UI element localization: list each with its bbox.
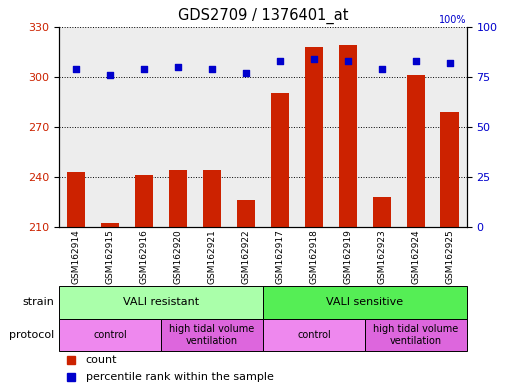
Bar <box>67 172 85 227</box>
Bar <box>331 27 365 227</box>
Title: GDS2709 / 1376401_at: GDS2709 / 1376401_at <box>177 8 348 24</box>
Bar <box>263 27 297 227</box>
Bar <box>297 27 331 227</box>
Text: control: control <box>297 330 331 340</box>
Bar <box>161 27 195 227</box>
Bar <box>161 319 263 351</box>
Bar <box>305 47 323 227</box>
Bar <box>59 286 263 319</box>
Bar <box>270 93 289 227</box>
Bar <box>433 27 467 227</box>
Text: protocol: protocol <box>9 330 54 340</box>
Point <box>106 72 114 78</box>
Text: count: count <box>86 356 117 366</box>
Text: strain: strain <box>22 297 54 308</box>
Bar <box>406 75 425 227</box>
Bar <box>365 319 467 351</box>
Point <box>446 60 454 66</box>
Bar <box>365 27 399 227</box>
Bar <box>263 319 365 351</box>
Point <box>174 64 182 70</box>
Point <box>276 58 284 64</box>
Bar <box>134 175 153 227</box>
Bar <box>372 197 391 227</box>
Bar <box>59 319 161 351</box>
Text: 100%: 100% <box>439 15 467 25</box>
Text: high tidal volume
ventilation: high tidal volume ventilation <box>169 324 254 346</box>
Bar <box>169 170 187 227</box>
Bar <box>59 27 93 227</box>
Point <box>310 56 318 62</box>
Text: VALI resistant: VALI resistant <box>123 297 199 308</box>
Point <box>242 70 250 76</box>
Point <box>344 58 352 64</box>
Bar <box>399 27 433 227</box>
Point <box>378 66 386 72</box>
Bar <box>195 27 229 227</box>
Bar <box>101 223 120 227</box>
Bar <box>203 170 221 227</box>
Bar <box>127 27 161 227</box>
Bar <box>441 112 459 227</box>
Bar <box>229 27 263 227</box>
Bar <box>236 200 255 227</box>
Point <box>412 58 420 64</box>
Bar <box>339 45 357 227</box>
Point <box>208 66 216 72</box>
Point <box>72 66 80 72</box>
Text: high tidal volume
ventilation: high tidal volume ventilation <box>373 324 459 346</box>
Point <box>140 66 148 72</box>
Text: VALI sensitive: VALI sensitive <box>326 297 403 308</box>
Bar <box>263 286 467 319</box>
Text: control: control <box>93 330 127 340</box>
Bar <box>93 27 127 227</box>
Text: percentile rank within the sample: percentile rank within the sample <box>86 372 273 382</box>
